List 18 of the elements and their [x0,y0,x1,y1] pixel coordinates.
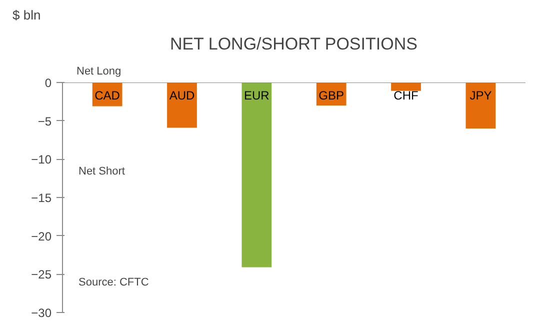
y-tick-label: 0 [44,76,52,90]
annotation: Source: CFTC [78,276,149,288]
x-tick-label: EUR [244,88,270,102]
annotation: Net Short [78,166,125,178]
text: Net Long [76,66,122,78]
y-tick-label: −20 [31,229,52,244]
y-tick-label: −25 [31,268,52,282]
x-tick-label: GBP [318,88,344,102]
y-tick-label: −5 [38,114,52,128]
y-tick-label: −15 [31,191,52,205]
x-tick-label: CHF [394,88,418,102]
x-tick-label: CAD [94,88,120,102]
y-tick-label: −10 [31,152,52,167]
x-tick-label: JPY [470,88,492,102]
x-tick-label: AUD [169,88,195,102]
y-tick-label: −30 [31,306,52,320]
chart-title: NET LONG/SHORT POSITIONS [170,34,418,54]
y-axis-title: $ bln [12,8,41,22]
